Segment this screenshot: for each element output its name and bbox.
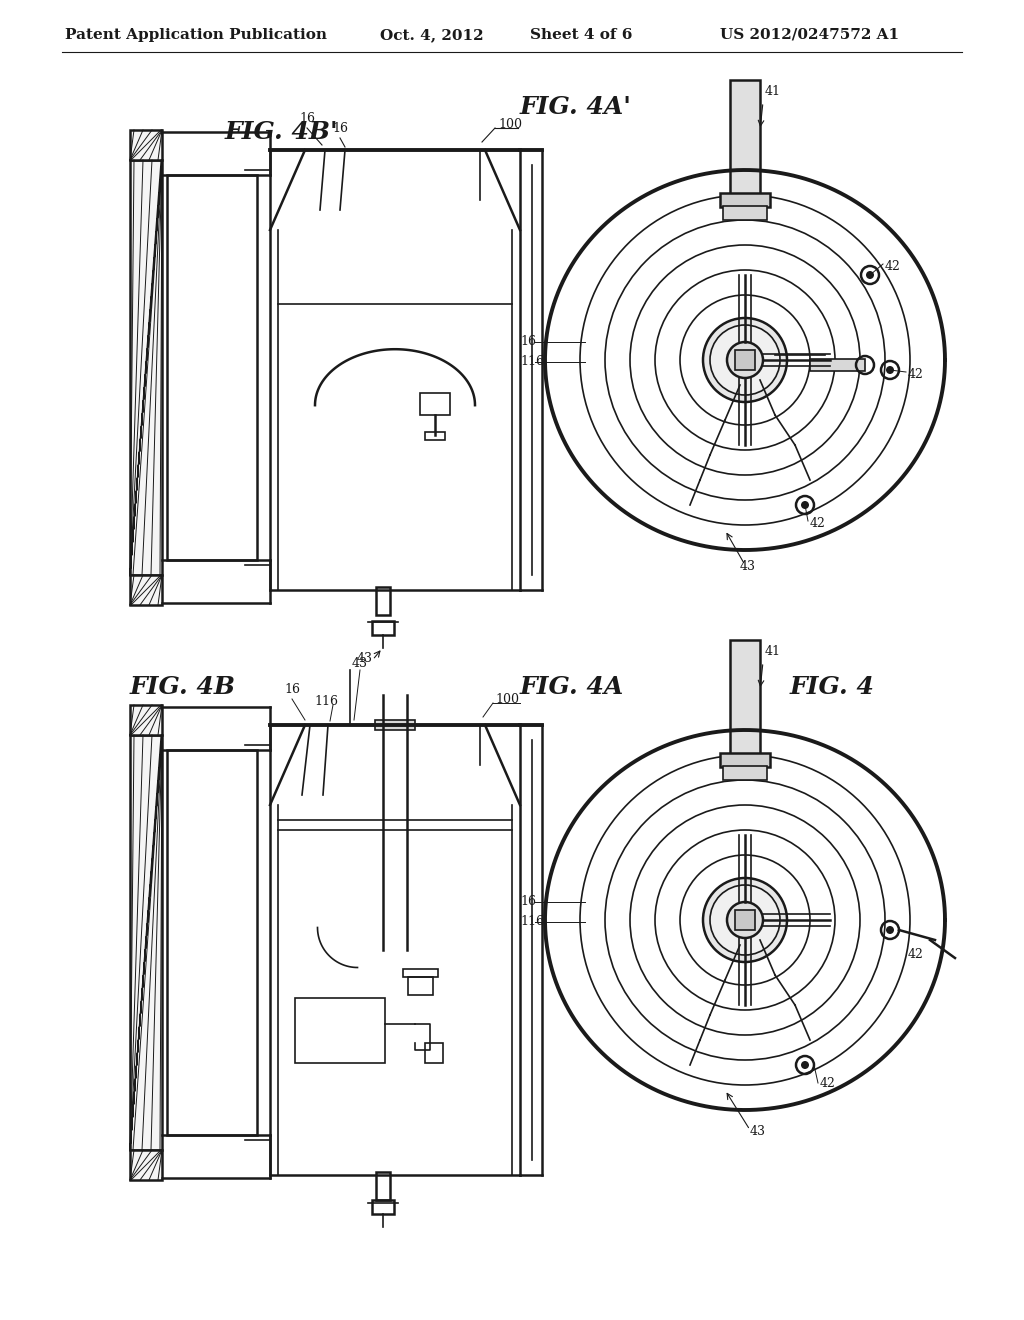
Bar <box>723 766 767 780</box>
Bar <box>130 576 162 605</box>
Circle shape <box>801 502 809 510</box>
Circle shape <box>886 927 894 935</box>
Text: 116: 116 <box>520 915 544 928</box>
Text: 43: 43 <box>352 657 368 671</box>
Bar <box>130 705 162 735</box>
Circle shape <box>703 318 787 403</box>
Text: 43: 43 <box>356 652 373 665</box>
Bar <box>167 176 257 560</box>
Text: Sheet 4 of 6: Sheet 4 of 6 <box>530 28 633 42</box>
Bar <box>130 735 162 1150</box>
Bar <box>372 1200 393 1214</box>
Bar <box>735 909 755 931</box>
Bar <box>376 1172 389 1200</box>
Bar <box>720 752 770 767</box>
Bar <box>376 587 389 615</box>
Circle shape <box>801 1061 809 1069</box>
Bar <box>425 432 445 440</box>
Text: 42: 42 <box>908 948 924 961</box>
Text: 42: 42 <box>810 517 826 531</box>
Text: 42: 42 <box>820 1077 836 1090</box>
Text: 41: 41 <box>765 645 781 657</box>
Text: Oct. 4, 2012: Oct. 4, 2012 <box>380 28 483 42</box>
Bar <box>735 350 755 370</box>
Text: 116: 116 <box>520 355 544 368</box>
Bar <box>723 206 767 220</box>
Bar <box>810 359 865 371</box>
Text: 42: 42 <box>908 368 924 381</box>
Text: 116: 116 <box>314 696 338 708</box>
Text: 16: 16 <box>284 682 300 696</box>
Bar <box>295 998 385 1063</box>
Circle shape <box>710 325 780 395</box>
Bar <box>420 393 450 416</box>
Text: 16: 16 <box>299 112 315 125</box>
Text: 42: 42 <box>885 260 901 273</box>
Text: FIG. 4A': FIG. 4A' <box>520 95 632 119</box>
Circle shape <box>710 884 780 954</box>
Bar <box>167 750 257 1135</box>
Bar <box>130 160 162 576</box>
Text: Patent Application Publication: Patent Application Publication <box>65 28 327 42</box>
Text: FIG. 4A: FIG. 4A <box>520 675 625 700</box>
Circle shape <box>866 271 874 279</box>
Text: 16: 16 <box>520 895 536 908</box>
Bar <box>408 977 432 995</box>
Bar <box>730 81 760 195</box>
Bar <box>425 1043 443 1063</box>
Bar <box>372 620 393 635</box>
Bar <box>402 969 437 977</box>
Bar <box>730 640 760 755</box>
Bar <box>375 719 415 730</box>
Text: US 2012/0247572 A1: US 2012/0247572 A1 <box>720 28 899 42</box>
Text: 16: 16 <box>332 121 348 135</box>
Text: 43: 43 <box>750 1125 766 1138</box>
Circle shape <box>727 342 763 378</box>
Text: 43: 43 <box>740 560 756 573</box>
Text: 100: 100 <box>495 693 519 706</box>
Circle shape <box>703 878 787 962</box>
Text: FIG. 4B': FIG. 4B' <box>225 120 339 144</box>
Text: 41: 41 <box>765 84 781 98</box>
Circle shape <box>727 902 763 939</box>
Circle shape <box>886 366 894 374</box>
Bar <box>130 1150 162 1180</box>
Text: FIG. 4B: FIG. 4B <box>130 675 236 700</box>
Text: 100: 100 <box>498 117 522 131</box>
Bar <box>130 129 162 160</box>
Bar <box>720 193 770 207</box>
Text: FIG. 4: FIG. 4 <box>790 675 874 700</box>
Text: 16: 16 <box>520 335 536 348</box>
